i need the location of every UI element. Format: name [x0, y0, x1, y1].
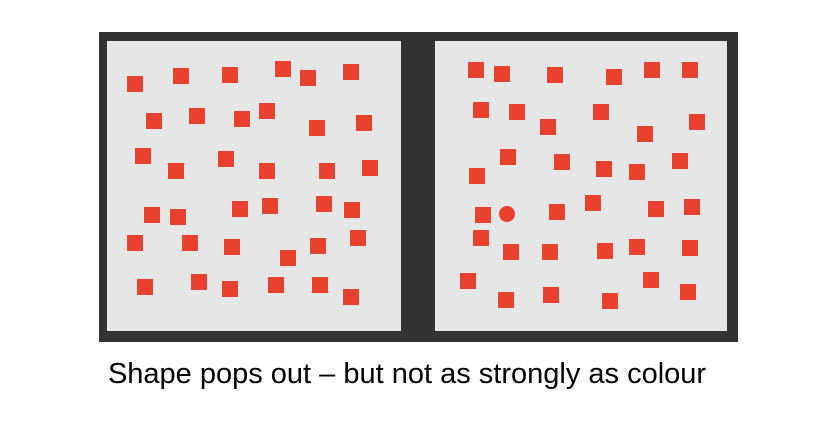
distractor-square [500, 149, 516, 165]
distractor-square [319, 163, 335, 179]
distractor-square [309, 120, 325, 136]
distractor-square [268, 277, 284, 293]
distractor-square [356, 115, 372, 131]
distractor-square [689, 114, 705, 130]
distractor-square [127, 76, 143, 92]
distractor-square [362, 160, 378, 176]
distractor-square [343, 64, 359, 80]
distractor-square [182, 235, 198, 251]
distractor-square [498, 292, 514, 308]
distractor-square [648, 201, 664, 217]
distractor-square [262, 198, 278, 214]
distractor-square [629, 239, 645, 255]
distractor-square [596, 161, 612, 177]
distractor-square [224, 239, 240, 255]
distractor-square [137, 279, 153, 295]
distractor-square [549, 204, 565, 220]
distractor-square [135, 148, 151, 164]
distractor-square [629, 164, 645, 180]
distractor-square [637, 126, 653, 142]
distractor-square [300, 70, 316, 86]
distractor-square [602, 293, 618, 309]
distractor-square [682, 240, 698, 256]
distractor-square [469, 168, 485, 184]
distractor-square [682, 62, 698, 78]
distractor-square [344, 202, 360, 218]
distractor-square [234, 111, 250, 127]
distractor-square [540, 119, 556, 135]
distractor-square [275, 61, 291, 77]
distractor-square [468, 62, 484, 78]
right-search-panel [435, 41, 727, 331]
distractor-square [460, 273, 476, 289]
distractor-square [168, 163, 184, 179]
distractor-square [672, 153, 688, 169]
distractor-square [173, 68, 189, 84]
figure-caption: Shape pops out – but not as strongly as … [107, 358, 707, 390]
distractor-square [494, 66, 510, 82]
distractor-square [606, 69, 622, 85]
distractor-square [350, 230, 366, 246]
distractor-square [144, 207, 160, 223]
distractor-square [554, 154, 570, 170]
distractor-square [127, 235, 143, 251]
distractor-square [680, 284, 696, 300]
distractor-square [170, 209, 186, 225]
distractor-square [146, 113, 162, 129]
distractor-square [310, 238, 326, 254]
distractor-square [475, 207, 491, 223]
distractor-square [585, 195, 601, 211]
distractor-square [543, 287, 559, 303]
distractor-square [218, 151, 234, 167]
distractor-square [232, 201, 248, 217]
distractor-square [343, 289, 359, 305]
distractor-square [191, 274, 207, 290]
distractor-square [643, 272, 659, 288]
distractor-square [503, 244, 519, 260]
distractor-square [473, 230, 489, 246]
distractor-square [597, 243, 613, 259]
distractor-square [547, 67, 563, 83]
distractor-square [473, 102, 489, 118]
distractor-square [644, 62, 660, 78]
left-search-panel [107, 41, 401, 331]
distractor-square [312, 277, 328, 293]
distractor-square [189, 108, 205, 124]
distractor-square [593, 104, 609, 120]
distractor-square [222, 67, 238, 83]
distractor-square [316, 196, 332, 212]
distractor-square [222, 281, 238, 297]
distractor-square [509, 104, 525, 120]
distractor-square [259, 163, 275, 179]
distractor-square [280, 250, 296, 266]
distractor-square [684, 199, 700, 215]
target-circle [499, 206, 515, 222]
distractor-square [542, 244, 558, 260]
distractor-square [259, 103, 275, 119]
